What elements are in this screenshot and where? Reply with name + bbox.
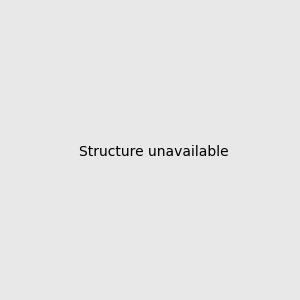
Text: Structure unavailable: Structure unavailable [79,145,229,158]
